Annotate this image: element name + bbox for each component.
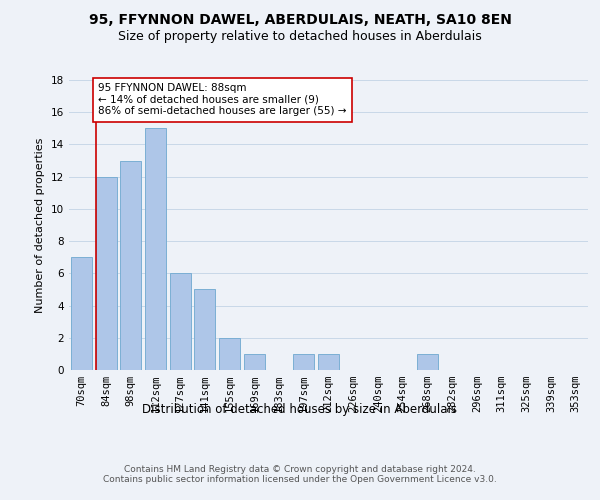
Text: 95 FFYNNON DAWEL: 88sqm
← 14% of detached houses are smaller (9)
86% of semi-det: 95 FFYNNON DAWEL: 88sqm ← 14% of detache… (98, 83, 347, 116)
Bar (219, 338, 240, 370)
Bar (417, 354, 438, 370)
Bar (244, 354, 265, 370)
Bar (170, 274, 191, 370)
Y-axis label: Number of detached properties: Number of detached properties (35, 138, 46, 312)
Bar (194, 290, 215, 370)
Bar (318, 354, 339, 370)
Text: Size of property relative to detached houses in Aberdulais: Size of property relative to detached ho… (118, 30, 482, 43)
Bar (145, 128, 166, 370)
Bar (95, 176, 116, 370)
Text: 95, FFYNNON DAWEL, ABERDULAIS, NEATH, SA10 8EN: 95, FFYNNON DAWEL, ABERDULAIS, NEATH, SA… (89, 12, 511, 26)
Bar (293, 354, 314, 370)
Text: Contains HM Land Registry data © Crown copyright and database right 2024.
Contai: Contains HM Land Registry data © Crown c… (103, 465, 497, 484)
Bar (71, 257, 92, 370)
Text: Distribution of detached houses by size in Aberdulais: Distribution of detached houses by size … (143, 402, 458, 415)
Bar (120, 160, 141, 370)
